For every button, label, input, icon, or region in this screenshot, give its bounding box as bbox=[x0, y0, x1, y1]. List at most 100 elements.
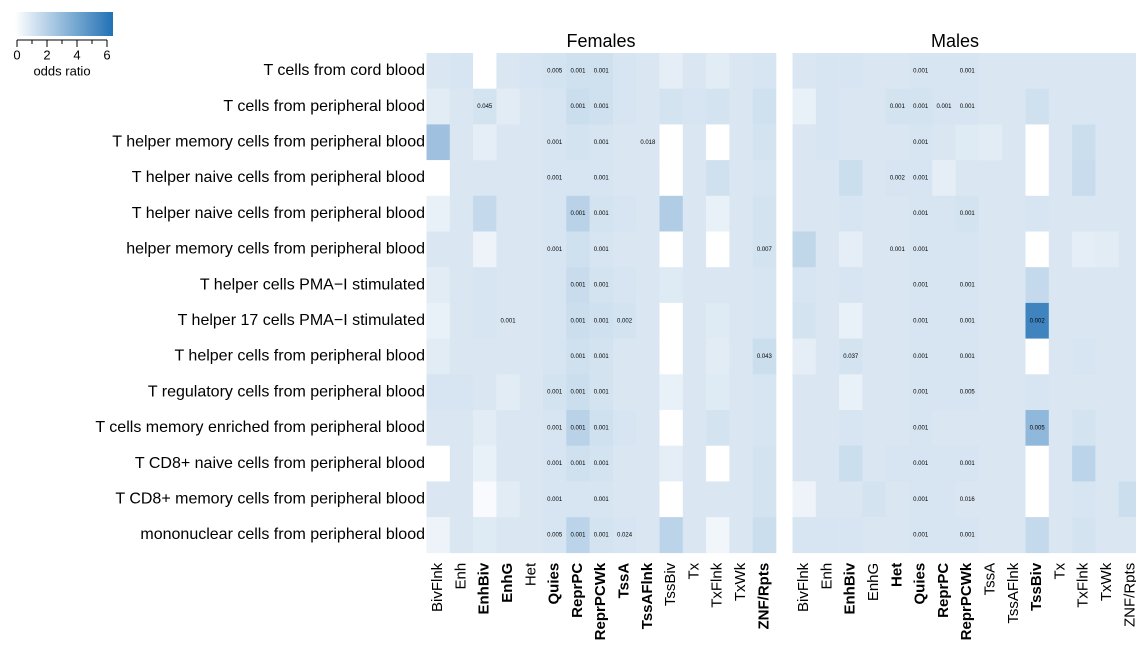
heatmap-cell bbox=[589, 338, 614, 375]
heatmap-cell bbox=[1048, 302, 1073, 339]
heatmap-cell bbox=[589, 302, 614, 339]
heatmap-cell bbox=[885, 88, 910, 125]
column-label: Tx bbox=[685, 562, 702, 579]
row-label: T helper naive cells from peripheral blo… bbox=[132, 169, 425, 186]
heatmap-cell bbox=[473, 124, 497, 161]
heatmap-cell bbox=[449, 160, 474, 197]
heatmap-cell bbox=[1048, 231, 1073, 268]
heatmap-cell bbox=[815, 195, 840, 232]
heatmap-cell bbox=[885, 374, 910, 411]
heatmap-cell bbox=[1095, 338, 1119, 375]
heatmap-cell bbox=[1002, 410, 1026, 446]
heatmap-cell bbox=[1025, 374, 1050, 411]
heatmap-cell bbox=[909, 88, 933, 125]
heatmap-cell bbox=[1072, 53, 1096, 89]
heatmap-cell bbox=[566, 374, 590, 411]
heatmap-cell bbox=[566, 195, 590, 232]
heatmap-cell bbox=[496, 267, 520, 304]
heatmap-cell bbox=[426, 124, 451, 161]
heatmap-cell bbox=[682, 124, 707, 161]
cell-annotation: 0.005 bbox=[547, 68, 563, 74]
heatmap-cell bbox=[839, 160, 863, 197]
heatmap-cell bbox=[1095, 88, 1119, 125]
heatmap-cell bbox=[839, 53, 863, 89]
cell-annotation: 0.001 bbox=[960, 354, 976, 360]
heatmap-cell bbox=[449, 231, 474, 268]
heatmap-cell bbox=[932, 445, 956, 482]
heatmap-cell bbox=[473, 267, 497, 304]
heatmap-cell bbox=[792, 124, 817, 161]
heatmap-cell bbox=[955, 124, 980, 161]
heatmap-cell bbox=[566, 302, 590, 339]
heatmap-cell bbox=[729, 338, 753, 375]
heatmap-cell bbox=[729, 445, 753, 482]
heatmap-cell bbox=[1048, 338, 1073, 375]
heatmap-cell bbox=[589, 410, 614, 446]
row-label: T cells from cord blood bbox=[263, 62, 425, 79]
heatmap-cell bbox=[706, 53, 730, 89]
heatmap-cell bbox=[706, 374, 730, 411]
column-label: TssBiv bbox=[1028, 562, 1045, 611]
heatmap-cell bbox=[543, 267, 567, 304]
heatmap-cell bbox=[659, 267, 684, 304]
cell-annotation: 0.001 bbox=[913, 140, 929, 146]
heatmap-cell bbox=[1025, 338, 1050, 375]
heatmap-cell bbox=[955, 338, 980, 375]
heatmap-cell bbox=[909, 302, 933, 339]
heatmap-cell bbox=[1072, 88, 1096, 125]
heatmap-cell bbox=[1002, 231, 1026, 268]
heatmap-cell bbox=[955, 195, 980, 232]
heatmap-cell bbox=[752, 195, 777, 232]
heatmap-cell bbox=[729, 374, 753, 411]
heatmap-cell bbox=[815, 338, 840, 375]
cell-annotation: 0.001 bbox=[594, 461, 610, 467]
heatmap-cell bbox=[1048, 517, 1073, 554]
heatmap-cell bbox=[426, 374, 451, 411]
heatmap-cell bbox=[1002, 338, 1026, 375]
cell-annotation: 0.001 bbox=[913, 283, 929, 289]
heatmap-cell bbox=[659, 481, 684, 518]
heatmap-cell bbox=[752, 374, 777, 411]
heatmap-cell bbox=[729, 160, 753, 197]
heatmap-cell bbox=[1095, 410, 1119, 446]
cell-annotation: 0.001 bbox=[913, 533, 929, 539]
heatmap-cell bbox=[1072, 267, 1096, 304]
row-label: helper memory cells from peripheral bloo… bbox=[126, 241, 425, 258]
heatmap-cell bbox=[1025, 267, 1050, 304]
cell-annotation: 0.001 bbox=[594, 68, 610, 74]
heatmap-cell bbox=[636, 517, 660, 554]
heatmap-cell bbox=[543, 338, 567, 375]
heatmap-cell bbox=[566, 410, 590, 446]
cell-annotation: 0.045 bbox=[477, 104, 493, 110]
column-label: EnhBiv bbox=[842, 562, 859, 614]
heatmap-cell bbox=[978, 88, 1003, 125]
column-label: Enh bbox=[818, 563, 835, 590]
cell-annotation: 0.037 bbox=[843, 354, 859, 360]
heatmap-cell bbox=[729, 53, 753, 89]
colorbar-tick-label: 2 bbox=[43, 47, 50, 62]
heatmap-cell bbox=[885, 302, 910, 339]
heatmap-cell bbox=[473, 338, 497, 375]
heatmap-cell bbox=[792, 481, 817, 518]
heatmap-cell bbox=[566, 338, 590, 375]
heatmap-cell bbox=[839, 374, 863, 411]
heatmap-cell bbox=[496, 88, 520, 125]
heatmap-cell bbox=[1002, 302, 1026, 339]
heatmap-cell bbox=[659, 445, 684, 482]
heatmap-cell bbox=[909, 517, 933, 554]
heatmap-cell bbox=[792, 53, 817, 89]
heatmap-cell bbox=[1095, 53, 1119, 89]
cell-annotation: 0.024 bbox=[617, 533, 633, 539]
heatmap-cell bbox=[792, 267, 817, 304]
heatmap-cell bbox=[636, 445, 660, 482]
heatmap-cell bbox=[1118, 124, 1136, 161]
heatmap-cell bbox=[862, 88, 886, 125]
cell-annotation: 0.001 bbox=[594, 354, 610, 360]
heatmap-cell bbox=[636, 160, 660, 197]
cell-annotation: 0.001 bbox=[570, 461, 586, 467]
heatmap-cell bbox=[909, 267, 933, 304]
cell-annotation: 0.005 bbox=[547, 533, 563, 539]
heatmap-cell bbox=[519, 53, 544, 89]
heatmap-cell bbox=[932, 410, 956, 446]
heatmap-cell bbox=[1118, 410, 1136, 446]
